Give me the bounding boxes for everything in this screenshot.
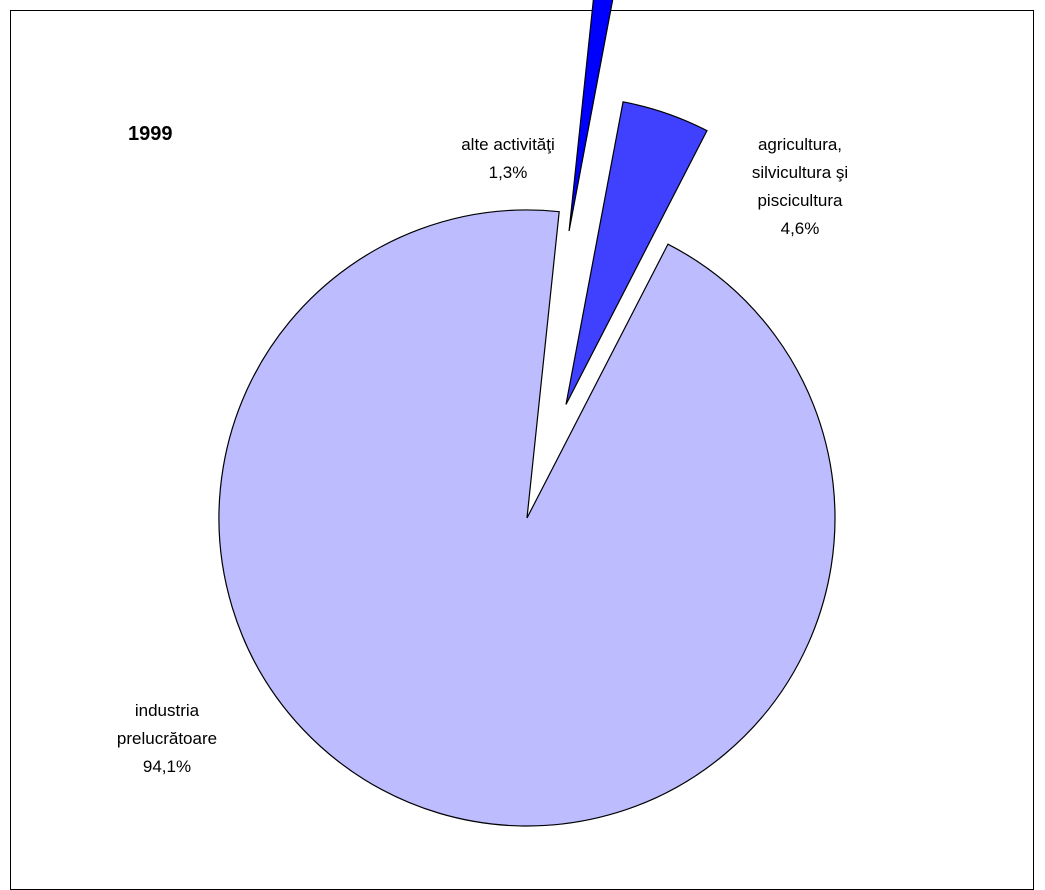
slice-label-alte-activitati: alte activităţi [461,135,555,154]
slice-label-industria-line2: prelucrătoare [117,729,217,748]
slice-value-industria: 94,1% [143,757,191,776]
slice-value-alte-activitati: 1,3% [489,163,528,182]
pie-slices [218,0,836,827]
slice-agricultura [565,101,708,405]
slice-label-agricultura-line1: agricultura, [758,135,842,154]
chart-title: 1999 [128,123,173,145]
slice-label-agricultura-line2: silvicultura şi [752,163,848,182]
slice-industria [218,209,836,827]
slice-label-agricultura-line3: piscicultura [757,191,843,210]
slice-alte-activitati [568,0,614,232]
slice-label-industria-line1: industria [135,701,200,720]
slice-value-agricultura: 4,6% [781,219,820,238]
